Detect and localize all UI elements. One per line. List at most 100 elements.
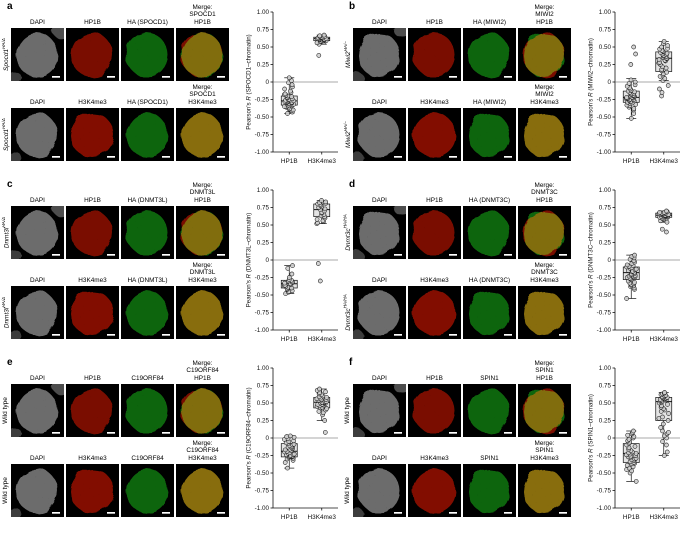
merge-image-label: Merge: DNMT3C HP1B bbox=[518, 180, 571, 206]
image-label-text: DAPI bbox=[372, 98, 387, 106]
y-tick-label: -1.00 bbox=[597, 505, 612, 512]
micro-image-gray bbox=[11, 464, 64, 517]
data-points bbox=[623, 44, 639, 121]
panel-letter: b bbox=[349, 1, 356, 12]
image-label-text: DAPI bbox=[372, 374, 387, 382]
y-tick-label: -0.75 bbox=[255, 132, 270, 139]
box-group-HP1B: HP1B bbox=[623, 428, 640, 521]
y-tick-label: -1.00 bbox=[255, 505, 270, 512]
scale-bar bbox=[107, 156, 115, 158]
micro-image-gray bbox=[353, 286, 406, 339]
image-label-text: HA (DNMT3L) bbox=[127, 196, 168, 204]
box-group-H3K4me3: H3K4me3 bbox=[308, 198, 336, 343]
y-tick-label: -0.75 bbox=[255, 310, 270, 317]
y-tick-label: -1.00 bbox=[597, 327, 612, 334]
scale-bar bbox=[394, 76, 402, 78]
image-label-text: SPIN1 bbox=[480, 454, 499, 462]
scale-bar bbox=[504, 254, 512, 256]
merge-image-label: Merge: SPIN1 HP1B bbox=[518, 358, 571, 384]
micro-image-green bbox=[463, 108, 516, 161]
scale-bar bbox=[449, 254, 457, 256]
merge-label-line: H3K4me3 bbox=[530, 276, 559, 284]
micro-image-merge-rg bbox=[176, 384, 229, 437]
genotype-base: Miwi2 bbox=[345, 51, 353, 68]
scale-bar bbox=[217, 334, 225, 336]
micro-image-green bbox=[463, 206, 516, 259]
micro-image-gray bbox=[353, 28, 406, 81]
genotype-superscript: HA/Δ bbox=[0, 38, 6, 49]
channel-image-label: HA (SPOCD1) bbox=[121, 2, 174, 28]
y-axis-title: Pearson's R (SPOCD1–chromatin) bbox=[246, 34, 253, 129]
micro-image-gray bbox=[11, 28, 64, 81]
panel-e: e Wild type DAPI HP1B C19ORF84 Merge: C19ORF84… bbox=[0, 356, 342, 533]
scale-bar bbox=[217, 432, 225, 434]
box-group-HP1B: HP1B bbox=[623, 252, 640, 343]
micro-image-red2 bbox=[408, 464, 461, 517]
y-tick-label: 1.00 bbox=[599, 365, 612, 372]
x-category-label: HP1B bbox=[281, 158, 298, 165]
scale-bar bbox=[559, 76, 567, 78]
y-axis-title: Pearson's R (DNMT3C–chromatin) bbox=[588, 212, 595, 308]
image-label-text: SPIN1 bbox=[480, 374, 499, 382]
scale-bar bbox=[559, 254, 567, 256]
micro-image-green bbox=[463, 464, 516, 517]
micro-image-gray bbox=[353, 108, 406, 161]
micro-image-gray bbox=[353, 28, 406, 81]
merge-label-line: C19ORF84 bbox=[186, 367, 219, 375]
box-group-H3K4me3: H3K4me3 bbox=[650, 390, 679, 521]
micro-image-merge-y bbox=[176, 286, 229, 339]
merge-label-line: H3K4me3 bbox=[530, 98, 559, 106]
merge-label-line: Merge: bbox=[192, 359, 213, 367]
merge-label-line: Merge: bbox=[534, 439, 555, 447]
scale-bar bbox=[504, 334, 512, 336]
micro-image-red2 bbox=[66, 464, 119, 517]
image-label-text: HP1B bbox=[84, 18, 101, 26]
micro-image-merge-rg bbox=[518, 206, 571, 259]
merge-image-label: Merge: SPOCD1 H3K4me3 bbox=[176, 81, 229, 108]
micro-image-gray bbox=[11, 28, 64, 81]
scale-bar bbox=[449, 76, 457, 78]
x-category-label: H3K4me3 bbox=[650, 514, 679, 521]
genotype-superscript: HA/Δ bbox=[0, 296, 6, 308]
genotype-label: Wild type bbox=[342, 384, 353, 437]
scale-bar bbox=[394, 432, 402, 434]
micro-image-green bbox=[121, 286, 174, 339]
genotype-label: Wild type bbox=[0, 384, 11, 437]
y-tick-label: -0.50 bbox=[255, 114, 270, 121]
y-tick-label: -0.25 bbox=[255, 97, 270, 104]
genotype-superscript: HA/HA bbox=[342, 294, 348, 309]
scale-bar bbox=[217, 76, 225, 78]
genotype-base: Dnmt3c bbox=[345, 228, 353, 251]
micro-image-red bbox=[66, 206, 119, 259]
channel-image-label: HP1B bbox=[408, 2, 461, 28]
micro-image-merge-rg bbox=[518, 206, 571, 259]
micro-image-green bbox=[463, 464, 516, 517]
micro-image-red2 bbox=[66, 286, 119, 339]
merge-label-line: Merge: bbox=[534, 359, 555, 367]
y-tick-label: -1.00 bbox=[255, 149, 270, 156]
merge-label-line: H3K4me3 bbox=[188, 276, 217, 284]
image-label-text: DAPI bbox=[30, 196, 45, 204]
boxplot-chart-a: 1.00 0.75 0.50 0.25 0 -0.25 -0.50 -0.75 -1.00 Pea… bbox=[246, 9, 338, 165]
micro-image-red bbox=[66, 206, 119, 259]
genotype-label: Dnmt3cHA/HA bbox=[342, 286, 353, 339]
genotype-base: Wild type bbox=[2, 397, 10, 424]
micro-image-merge-y bbox=[518, 108, 571, 161]
microscopy-grid: Spocd1HA/Δ DAPI HP1B HA (SPOCD1) Merge: SPOCD… bbox=[0, 2, 229, 183]
chart-container: 1.00 0.75 0.50 0.25 0 -0.25 -0.50 -0.75 -1.00 Pea… bbox=[243, 180, 340, 361]
micro-image-gray bbox=[11, 206, 64, 259]
merge-label-line: C19ORF84 bbox=[186, 447, 219, 455]
merge-label-line: SPIN1 bbox=[535, 367, 554, 375]
micro-image-green bbox=[121, 384, 174, 437]
merge-label-line: H3K4me3 bbox=[188, 98, 217, 106]
channel-image-label: H3K4me3 bbox=[408, 259, 461, 286]
scale-bar bbox=[504, 76, 512, 78]
chart-container: 1.00 0.75 0.50 0.25 0 -0.25 -0.50 -0.75 -1.00 Pea… bbox=[585, 2, 682, 183]
channel-image-label: HP1B bbox=[66, 358, 119, 384]
micro-image-merge-y bbox=[518, 286, 571, 339]
y-tick-label: 0.75 bbox=[599, 205, 612, 212]
micro-image-merge-rg bbox=[518, 28, 571, 81]
scale-bar bbox=[217, 254, 225, 256]
micro-image-gray bbox=[353, 206, 406, 259]
image-label-text: DAPI bbox=[30, 374, 45, 382]
